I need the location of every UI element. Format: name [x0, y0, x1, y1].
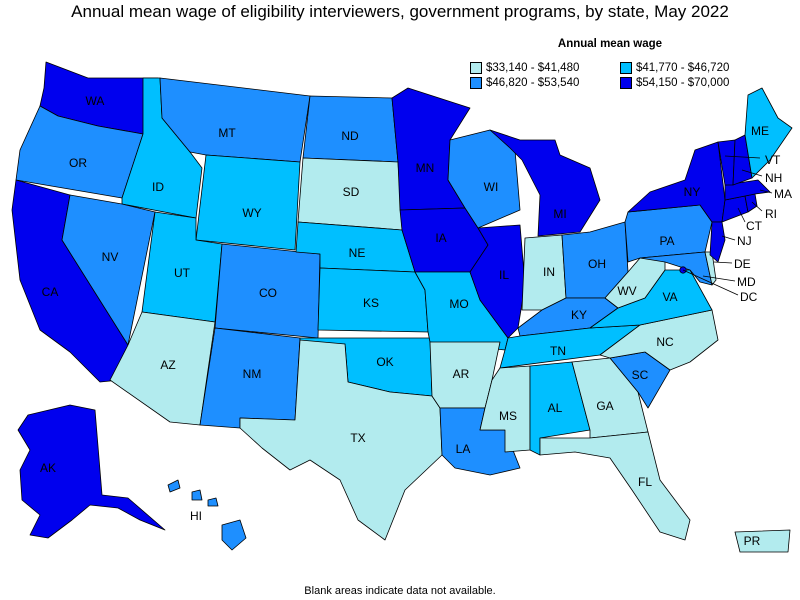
leader-line-vt [724, 155, 761, 159]
state-ny[interactable] [627, 141, 726, 223]
label-wi: WI [484, 180, 499, 194]
leader-line-ma [759, 189, 773, 194]
legend-swatch-bin-3 [620, 77, 632, 89]
legend-label-bin-2: $46,820 - $53,540 [486, 77, 580, 89]
label-or: OR [69, 156, 87, 170]
label-id: ID [152, 180, 164, 194]
label-ri: RI [765, 207, 777, 221]
legend-swatch-bin-0 [470, 62, 482, 74]
label-nd: ND [341, 129, 359, 143]
legend-label-bin-0: $33,140 - $41,480 [486, 62, 580, 74]
state-ak[interactable] [17, 404, 166, 539]
label-mt: MT [218, 126, 236, 140]
state-nj[interactable] [709, 221, 726, 263]
state-tx[interactable] [239, 339, 443, 541]
label-fl: FL [638, 475, 652, 489]
leader-line-ri [751, 201, 763, 212]
label-ak: AK [40, 461, 56, 475]
label-ga: GA [596, 399, 613, 413]
legend-item-bin-1: $41,770 - $46,720 [620, 62, 760, 74]
label-me: ME [751, 124, 769, 138]
label-ks: KS [363, 296, 379, 310]
legend-item-bin-0: $33,140 - $41,480 [470, 62, 620, 74]
state-me[interactable] [744, 87, 793, 179]
label-de: DE [734, 257, 751, 271]
label-wy: WY [242, 206, 261, 220]
label-ar: AR [453, 367, 470, 381]
label-mn: MN [416, 161, 435, 175]
label-al: AL [548, 401, 563, 415]
state-de[interactable] [704, 251, 717, 286]
label-wv: WV [617, 284, 636, 298]
leader-line-dc [682, 269, 739, 296]
leader-line-ct [737, 207, 746, 223]
label-ms: MS [499, 409, 517, 423]
legend-label-bin-1: $41,770 - $46,720 [636, 62, 730, 74]
label-az: AZ [160, 358, 175, 372]
label-la: LA [456, 442, 471, 456]
legend-swatch-bin-1 [620, 62, 632, 74]
label-dc: DC [740, 290, 758, 304]
label-mi: MI [553, 207, 566, 221]
state-wv[interactable] [604, 257, 666, 309]
state-hi[interactable] [167, 479, 247, 551]
legend-item-bin-2: $46,820 - $53,540 [470, 77, 620, 89]
map-legend: Annual mean wage $33,140 - $41,480 $41,7… [470, 38, 760, 89]
label-pr: PR [744, 534, 761, 548]
label-mo: MO [449, 297, 468, 311]
label-in: IN [543, 265, 555, 279]
legend-label-bin-3: $54,150 - $70,000 [636, 77, 730, 89]
state-az[interactable] [109, 311, 216, 426]
label-ca: CA [42, 285, 59, 299]
leader-line-nj [721, 235, 736, 241]
label-ne: NE [349, 246, 366, 260]
label-ky: KY [571, 308, 587, 322]
label-ia: IA [435, 231, 446, 245]
leader-line-md [702, 275, 736, 282]
label-ut: UT [174, 266, 191, 280]
footnote: Blank areas indicate data not available. [304, 585, 496, 597]
label-wa: WA [86, 94, 105, 108]
label-ny: NY [684, 185, 701, 199]
label-md: MD [737, 275, 756, 289]
label-nv: NV [102, 250, 119, 264]
label-co: CO [259, 286, 277, 300]
label-tx: TX [350, 431, 365, 445]
state-nv[interactable] [61, 194, 156, 346]
label-ok: OK [376, 355, 393, 369]
label-nh: NH [765, 171, 782, 185]
label-nj: NJ [737, 234, 752, 248]
map-title: Annual mean wage of eligibility intervie… [71, 2, 729, 21]
label-hi: HI [190, 509, 202, 523]
state-ma[interactable] [724, 179, 771, 201]
label-sc: SC [632, 368, 649, 382]
label-oh: OH [588, 257, 606, 271]
state-mi[interactable] [489, 129, 601, 237]
label-nm: NM [243, 367, 262, 381]
label-pa: PA [659, 234, 674, 248]
label-va: VA [662, 290, 677, 304]
label-nc: NC [656, 335, 674, 349]
leader-line-de [713, 261, 733, 264]
state-fl[interactable] [539, 431, 691, 541]
label-vt: VT [765, 153, 781, 167]
state-pr[interactable] [734, 529, 791, 553]
legend-title: Annual mean wage [557, 38, 663, 50]
state-wy[interactable] [195, 154, 301, 251]
label-ct: CT [746, 219, 763, 233]
label-ma: MA [774, 187, 792, 201]
legend-item-bin-3: $54,150 - $70,000 [620, 77, 760, 89]
legend-swatch-bin-2 [470, 77, 482, 89]
label-tn: TN [550, 344, 566, 358]
label-il: IL [499, 268, 509, 282]
label-sd: SD [343, 185, 360, 199]
leader-line-nh [741, 169, 763, 177]
